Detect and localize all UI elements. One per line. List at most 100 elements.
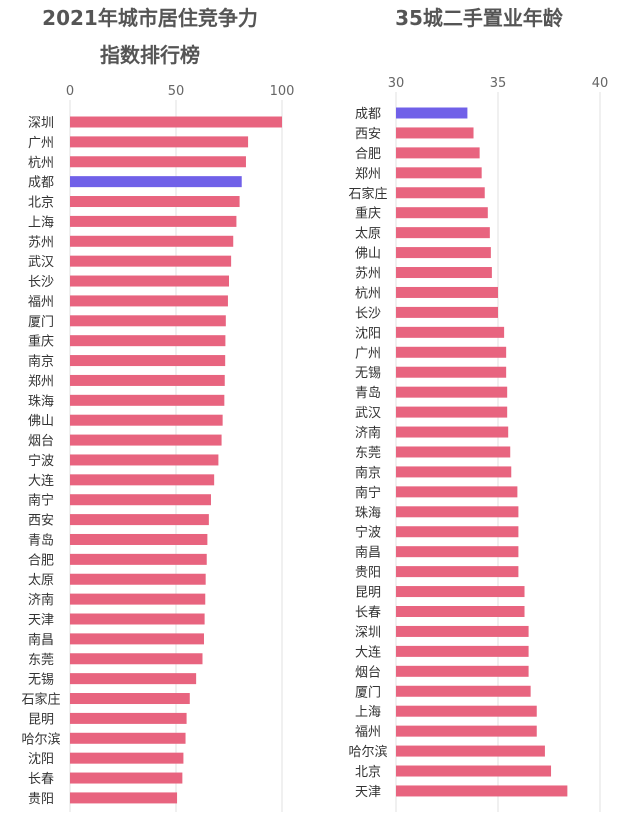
x-tick-label: 0 (66, 84, 74, 99)
category-label: 南昌 (28, 632, 54, 648)
category-label: 上海 (355, 705, 381, 720)
bar (70, 752, 184, 764)
bar (70, 335, 226, 347)
bar (70, 613, 205, 625)
chart-title-line-2: 指数排行榜 (100, 43, 200, 67)
bar (396, 127, 474, 139)
bar (70, 215, 237, 227)
category-label: 长沙 (355, 306, 381, 321)
category-label: 贵阳 (355, 566, 381, 581)
category-label: 武汉 (28, 255, 54, 270)
bar-chart-plot: 30 35 40 成都西安合肥郑州石家庄重庆太原佛山苏州杭州长沙沈阳广州无锡青岛武汉济… (348, 76, 609, 812)
bar (396, 167, 482, 179)
bar (396, 446, 511, 458)
bar (70, 196, 240, 208)
bar (70, 394, 225, 406)
bar (70, 255, 232, 267)
category-label: 福州 (355, 725, 381, 740)
bar (70, 533, 208, 545)
category-label: 合肥 (28, 553, 54, 568)
category-label: 大连 (355, 644, 381, 660)
bar (70, 732, 186, 744)
chart-city-competitiveness: 2021年城市居住竞争力 指数排行榜 0 50 100 深圳 广州 杭州 成都 北京 上海 苏州武… (0, 0, 300, 823)
bar (396, 745, 545, 757)
bar (70, 772, 183, 784)
bar (70, 593, 206, 605)
bar (396, 247, 491, 259)
bar (70, 275, 229, 287)
bar (396, 665, 529, 677)
chart-second-hand-buyer-age: 35城二手置业年龄 30 35 40 成都 西安 合肥 郑州 石家庄 重庆 太原 佛山 苏州 杭州 长沙沈… (318, 0, 640, 823)
category-label: 广州 (28, 136, 54, 151)
bar (70, 315, 226, 327)
category-label: 厦门 (28, 315, 54, 330)
category-label: 佛山 (355, 247, 381, 262)
category-label: 天津 (28, 613, 54, 628)
category-label: 石家庄 (348, 186, 387, 202)
category-label: 重庆 (355, 206, 381, 222)
category-label: 苏州 (355, 266, 381, 282)
bar (396, 227, 490, 239)
bar (396, 685, 531, 697)
bar (396, 187, 485, 199)
bar (396, 466, 512, 478)
bar (396, 426, 509, 438)
bar (396, 326, 505, 338)
category-label: 太原 (355, 227, 381, 242)
category-label: 石家庄 (21, 692, 60, 708)
category-label: 珠海 (28, 394, 54, 409)
bar (70, 295, 228, 307)
category-label: 广州 (355, 346, 381, 361)
category-label: 苏州 (28, 234, 54, 250)
bar (70, 494, 211, 506)
bar (70, 693, 190, 705)
category-label: 福州 (28, 295, 54, 310)
category-label: 东莞 (28, 653, 54, 668)
bar (396, 506, 519, 518)
bar-chart-plot: 0 50 100 深圳广州杭州成都北京上海苏州武汉长沙福州厦门重庆南京郑州珠海佛山烟台… (21, 84, 295, 812)
bar (396, 725, 537, 737)
category-label: 杭州 (355, 286, 381, 301)
bar (396, 386, 508, 398)
category-label: 杭州 (28, 156, 54, 171)
x-tick-label: 40 (592, 76, 609, 91)
bar (396, 406, 508, 418)
category-label: 深圳 (28, 116, 54, 131)
bar (396, 207, 488, 219)
category-label: 佛山 (28, 414, 54, 429)
bar-highlight (396, 107, 468, 119)
bar (396, 366, 507, 378)
bar (70, 673, 197, 685)
x-tick-label: 100 (270, 84, 295, 99)
bar (396, 346, 507, 358)
category-label: 青岛 (28, 532, 54, 548)
bar (396, 765, 552, 777)
category-label: 上海 (28, 215, 54, 230)
bar (70, 434, 222, 446)
category-label: 长春 (28, 772, 54, 787)
category-label: 南京 (28, 354, 54, 370)
bar (70, 474, 215, 486)
bar (70, 712, 187, 724)
bar (396, 705, 537, 717)
bar (396, 586, 525, 598)
bar (70, 792, 178, 804)
category-label: 宁波 (355, 525, 381, 541)
bar (396, 526, 519, 538)
bar (396, 267, 492, 279)
bar (70, 573, 206, 585)
bar (70, 553, 207, 565)
x-tick-label: 35 (490, 76, 507, 91)
category-label: 烟台 (355, 665, 381, 680)
category-label: 北京 (355, 765, 381, 780)
bar (70, 355, 226, 367)
category-label: 合肥 (355, 147, 381, 162)
category-label: 深圳 (355, 625, 381, 640)
category-label: 昆明 (28, 712, 54, 727)
bar (396, 306, 498, 318)
category-label: 太原 (28, 573, 54, 588)
bar (70, 235, 234, 247)
bar (70, 633, 204, 645)
category-label: 成都 (355, 107, 381, 122)
category-label: 无锡 (355, 366, 381, 381)
